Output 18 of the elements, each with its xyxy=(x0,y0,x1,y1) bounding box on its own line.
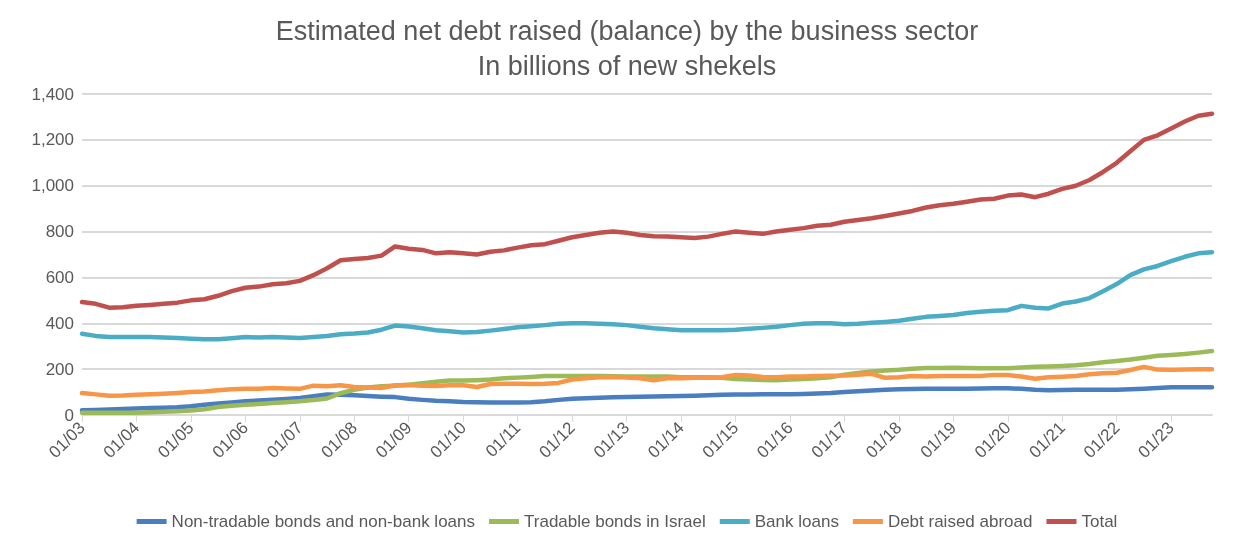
chart-title: Estimated net debt raised (balance) by the business sector xyxy=(275,15,979,46)
legend-label: Debt raised abroad xyxy=(887,512,1033,531)
chart-subtitle: In billions of new shekels xyxy=(477,50,777,81)
y-tick-label: 200 xyxy=(45,359,74,379)
line-series xyxy=(79,111,1215,310)
legend-label: Non-tradable bonds and non-bank loans xyxy=(171,512,476,531)
y-tick-label: 0 xyxy=(64,405,74,425)
line-series xyxy=(79,249,1215,342)
legend-label: Tradable bonds in Israel xyxy=(524,512,706,531)
y-tick-label: 800 xyxy=(45,222,74,242)
y-tick-label: 1,000 xyxy=(31,176,74,196)
y-tick-label: 600 xyxy=(45,267,74,287)
legend-label: Bank loans xyxy=(754,512,839,531)
y-tick-label: 400 xyxy=(45,313,74,333)
legend-label: Total xyxy=(1081,512,1118,531)
y-tick-label: 1,400 xyxy=(31,84,74,104)
line-series xyxy=(79,364,1215,398)
y-tick-label: 1,200 xyxy=(31,130,74,150)
